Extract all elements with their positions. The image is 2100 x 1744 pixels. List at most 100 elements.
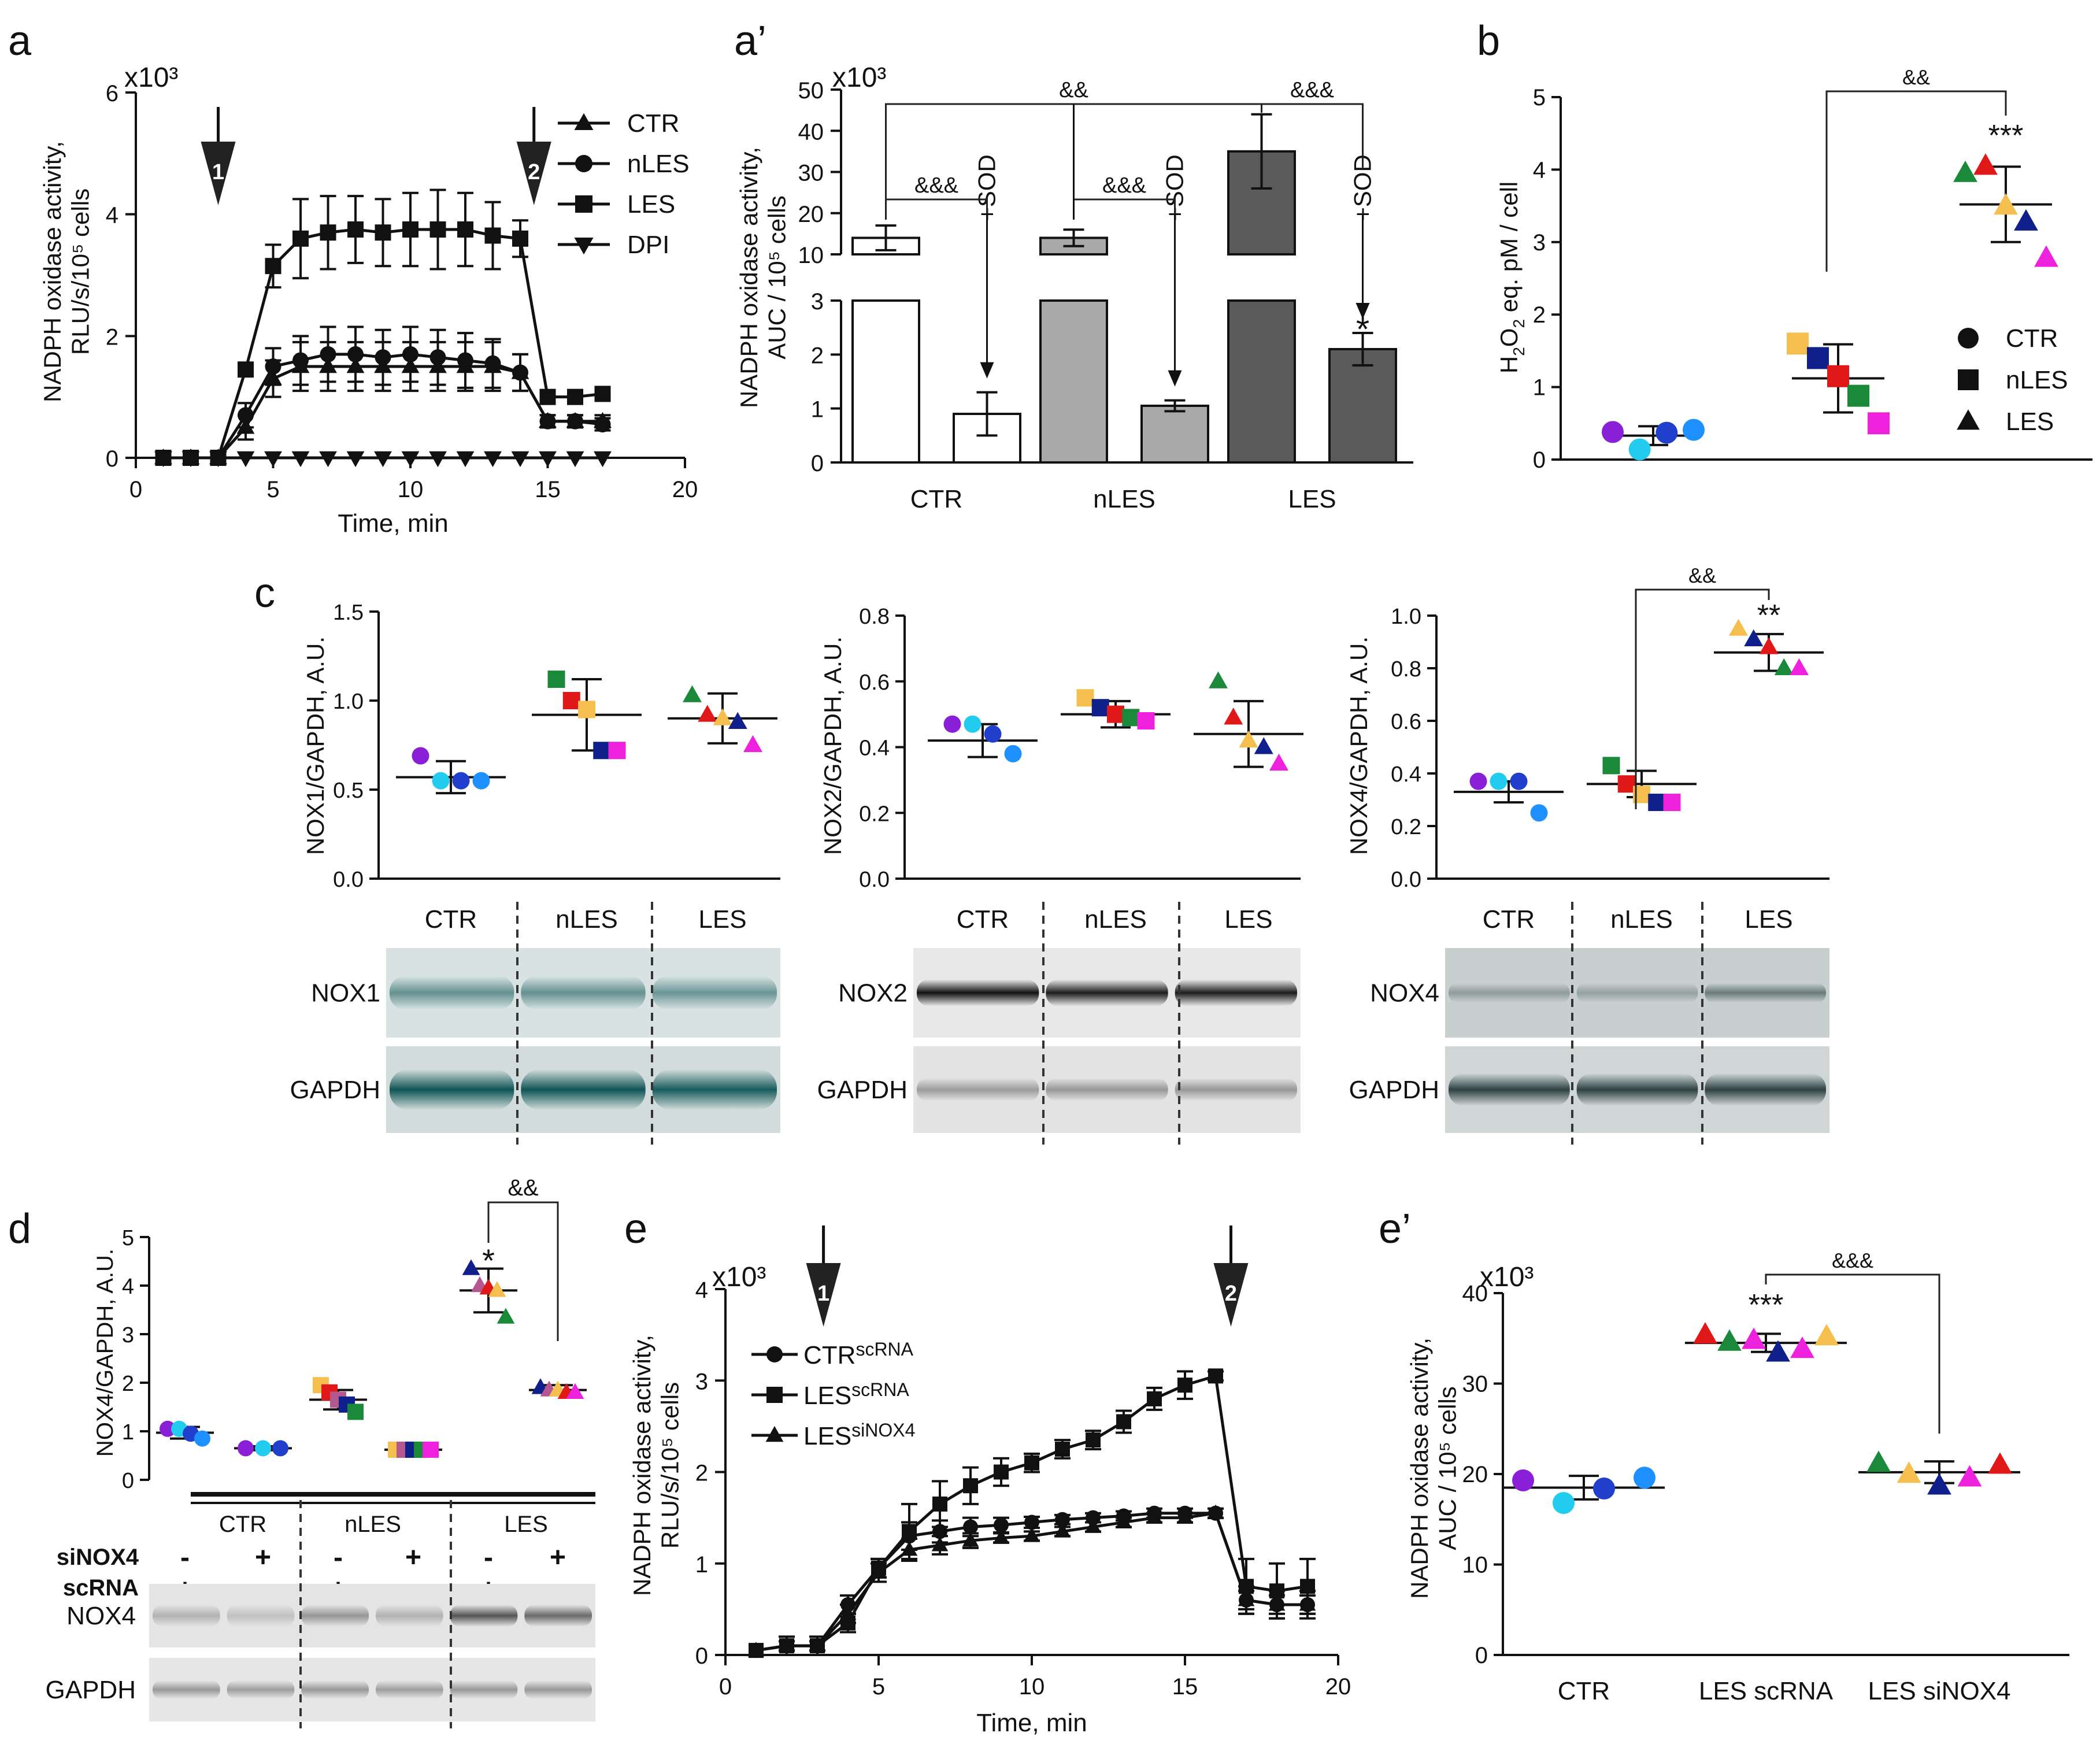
data-point-CTR	[1602, 421, 1624, 443]
data-point-CTR	[1469, 772, 1487, 790]
blot-label-GAPDH: GAPDH	[290, 1076, 380, 1104]
x-label-CTR: CTR	[1558, 1677, 1610, 1705]
point-DPI	[182, 451, 200, 468]
y-axis-label: H2O2 eq. pM / cell	[1495, 182, 1528, 373]
point-LES-siNOX4	[747, 1642, 765, 1657]
blot-band	[521, 976, 646, 1010]
point-DPI	[291, 451, 310, 468]
data-point-LES	[1759, 637, 1779, 654]
y-tick-label: 0.0	[859, 868, 890, 892]
data-point-nLES	[1807, 347, 1829, 369]
point-DPI	[484, 451, 502, 468]
y-tick-label: 0	[106, 446, 118, 472]
blot-band	[390, 976, 514, 1010]
point-LES-siNOX4	[901, 1541, 918, 1556]
legend-marker-nLES	[1958, 369, 1979, 390]
data-point-CTR	[1510, 772, 1528, 790]
x-label-LES-siNOX4: LES siNOX4	[1868, 1677, 2011, 1705]
blot-band	[652, 1069, 777, 1110]
data-point-LES	[2034, 245, 2058, 267]
significance-bracket	[1073, 198, 1176, 220]
point-LES-scRNA	[1086, 1432, 1101, 1448]
point-DPI	[429, 451, 447, 468]
data-point-nLES	[1827, 365, 1849, 387]
point-nLES	[320, 346, 336, 362]
y-tick-label: 20	[798, 202, 824, 227]
bracket-label: &&	[1902, 65, 1930, 89]
data-point-LES	[698, 705, 717, 722]
legend-name: LES	[803, 1382, 851, 1410]
y-multiplier: x10³	[832, 62, 886, 93]
data-point-CTR	[1628, 438, 1651, 461]
x-tick-label: 20	[1325, 1674, 1351, 1699]
blot-label-NOX4: NOX4	[1370, 979, 1439, 1008]
data-point-nLES siNOX4	[423, 1441, 439, 1458]
y-tick-label: 2	[122, 1372, 134, 1396]
y-tick-label: 0.2	[1391, 815, 1421, 839]
legend-label: LESscRNA	[803, 1379, 909, 1410]
x-tick-label: 15	[535, 477, 561, 502]
data-point-CTR scRNA	[160, 1420, 176, 1437]
significance-bracket	[1261, 103, 1364, 168]
legend-marker	[766, 1346, 783, 1362]
point-nLES	[484, 355, 501, 372]
x-tick-label: 10	[1019, 1674, 1045, 1699]
data-point-LES scRNA	[1717, 1329, 1742, 1351]
y-axis-label-line: NOX4/GAPDH, A.U.	[1345, 636, 1372, 855]
point-CTR-scRNA	[1024, 1515, 1039, 1530]
data-point-nLES	[1847, 384, 1869, 407]
y-tick-label: 50	[798, 78, 824, 103]
blot-band	[227, 1680, 295, 1699]
blot-band	[1175, 979, 1297, 1006]
data-point-CTR	[1593, 1478, 1615, 1500]
data-point-nLES	[1868, 412, 1890, 435]
arrow-head	[806, 1263, 841, 1327]
data-point-LES siNOX4	[1988, 1452, 2012, 1474]
point-LES-siNOX4	[839, 1605, 857, 1620]
x-tick-label: 5	[266, 477, 279, 502]
bracket-label: &&	[508, 1175, 539, 1201]
significance-stars: **	[1757, 599, 1780, 632]
row-label-sinox4: siNOX4	[57, 1545, 139, 1570]
point-LES-siNOX4	[870, 1564, 887, 1579]
point-DPI	[319, 451, 337, 468]
blot-band	[1449, 983, 1570, 1003]
y-tick-label: 1	[811, 397, 824, 423]
blot-band	[1449, 1073, 1570, 1106]
data-point-LES	[1994, 193, 2018, 215]
blot-band	[1576, 1073, 1698, 1106]
legend-marker-CTR	[1958, 328, 1979, 349]
point-LES-scRNA	[1177, 1378, 1192, 1393]
point-LES	[484, 227, 501, 244]
x-tick-label: 20	[672, 477, 698, 502]
chart-a-prime-bars: 0 1 2 3 10 20 30 40 50 x10³ NADPH oxidase activity…	[735, 62, 1413, 513]
point-LES-scRNA	[932, 1496, 947, 1512]
data-point-CTR	[1655, 421, 1678, 444]
data-point-LES	[1973, 153, 1998, 175]
x-label-CTR: CTR	[1483, 905, 1535, 934]
y-axis-label: NOX1/GAPDH, A.U.	[302, 636, 329, 855]
point-nLES	[429, 349, 446, 366]
sod-arrow-head	[980, 362, 994, 379]
data-point-LES siNOX4	[1897, 1461, 1921, 1483]
ylabel-sub: 2	[1510, 347, 1528, 356]
point-LES-scRNA	[1055, 1441, 1070, 1457]
point-LES-siNOX4	[778, 1637, 795, 1652]
point-DPI	[456, 451, 475, 468]
data-point-nLES	[562, 692, 580, 709]
y-axis-label-line: RLU/s/10⁵ cells	[66, 188, 94, 355]
y-axis-label-line: NADPH oxidase activity,	[39, 141, 66, 402]
y-axis-label: NOX2/GAPDH, A.U.	[819, 636, 846, 855]
blot-band	[301, 1605, 369, 1627]
data-point-LES scRNA	[1742, 1327, 1766, 1349]
significance-bracket	[885, 198, 988, 220]
legend-label-LES: LES	[627, 190, 675, 219]
point-LES-siNOX4	[931, 1536, 949, 1552]
blot-label-NOX2: NOX2	[838, 979, 908, 1008]
ylabel-rest: eq. pM / cell	[1495, 182, 1523, 319]
legend-marker-nLES	[575, 155, 592, 172]
bar-CTR-lower	[851, 299, 920, 464]
blot-band	[390, 1069, 514, 1110]
data-point-LES	[1790, 658, 1809, 675]
y-tick-label: 3	[811, 289, 824, 314]
